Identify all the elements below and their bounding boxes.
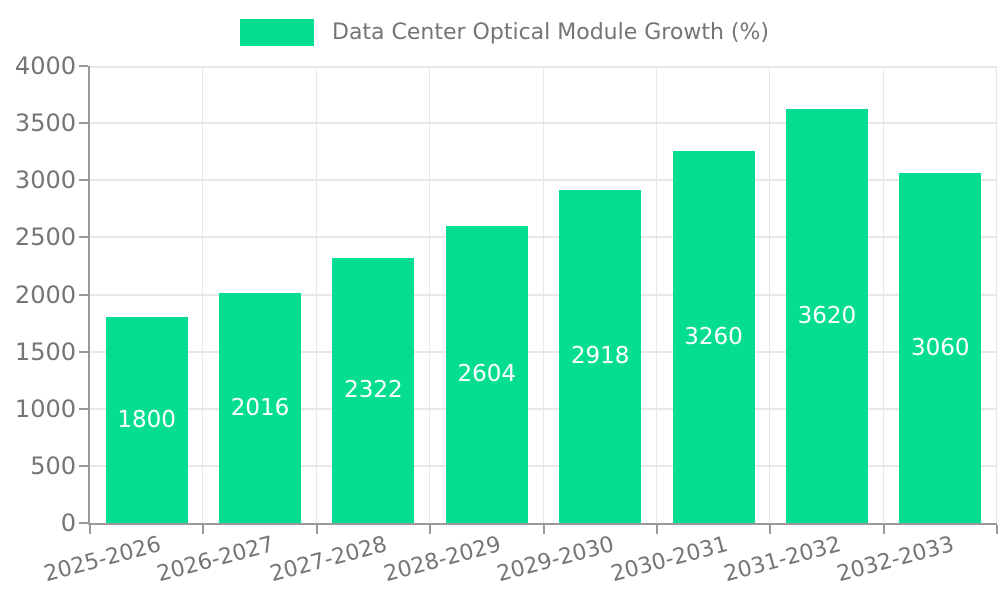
bar: 2604 — [445, 225, 528, 523]
y-axis-tick-label: 0 — [60, 509, 76, 537]
x-axis-tick — [429, 525, 431, 534]
y-axis-tick — [79, 464, 88, 467]
gridline-vertical — [202, 66, 203, 523]
gridline-vertical — [996, 66, 997, 523]
bar-value-label: 2016 — [230, 394, 290, 421]
y-axis-tick — [79, 522, 88, 524]
gridline-vertical — [543, 66, 544, 523]
bar: 2016 — [219, 292, 302, 523]
bar-value-label: 2918 — [570, 343, 630, 370]
bar-value-label: 1800 — [117, 407, 176, 434]
x-axis-tick — [996, 525, 998, 534]
y-axis-tick — [79, 179, 88, 182]
legend: Data Center Optical Module Growth (%) — [240, 18, 769, 46]
bar: 2322 — [332, 257, 415, 523]
gridline-vertical — [656, 66, 657, 523]
y-axis-tick-label: 2500 — [14, 223, 76, 252]
y-axis-tick-label: 1500 — [14, 337, 76, 366]
x-axis-tick — [202, 525, 204, 534]
y-axis-tick — [79, 236, 88, 239]
gridline-vertical — [429, 66, 430, 523]
bar: 3260 — [672, 150, 755, 523]
y-axis-tick — [79, 122, 88, 125]
y-axis-tick-label: 3000 — [14, 166, 76, 195]
y-axis-tick-label: 3500 — [14, 109, 76, 138]
y-axis-tick-label: 2000 — [14, 280, 76, 309]
bar-value-label: 3620 — [797, 303, 857, 330]
y-axis-tick-label: 500 — [30, 451, 76, 480]
gridline-vertical — [769, 66, 770, 523]
bar: 1800 — [105, 317, 188, 523]
bar-value-label: 3260 — [684, 323, 743, 350]
bar: 3060 — [899, 173, 982, 523]
gridline-vertical — [316, 66, 317, 523]
y-axis-tick — [79, 65, 88, 67]
x-axis-tick — [769, 525, 771, 534]
y-axis-tick — [79, 407, 88, 410]
x-axis-tick — [883, 525, 885, 534]
legend-swatch-icon — [240, 18, 314, 46]
x-axis-tick — [656, 525, 658, 534]
y-axis-tick — [79, 350, 88, 353]
x-axis-tick — [316, 525, 318, 534]
bar-value-label: 2322 — [344, 377, 403, 404]
x-axis-labels: 2025-2026 2026-2027 2027-2028 2028-2029 2029… — [41, 531, 995, 600]
legend-item[interactable]: Data Center Optical Module Growth (%) — [240, 18, 769, 46]
bar-value-label: 2604 — [457, 361, 517, 388]
y-axis-labels: 0 500 1000 1500 2000 2500 3000 3500 4000 — [0, 52, 76, 537]
legend-label: Data Center Optical Module Growth (%) — [332, 19, 769, 45]
bar: 2918 — [559, 189, 642, 523]
plot-area: 1800 2016 2322 2604 2918 3260 3620 3060 — [79, 65, 998, 534]
y-axis-tick — [79, 293, 88, 296]
y-axis-tick-label: 4000 — [14, 52, 76, 80]
x-axis-tick — [543, 525, 545, 534]
gridline-vertical — [883, 66, 884, 523]
bar-value-label: 3060 — [911, 335, 970, 362]
x-axis-tick — [89, 525, 91, 534]
bar: 3620 — [785, 109, 868, 523]
y-axis-tick-label: 1000 — [14, 394, 76, 423]
